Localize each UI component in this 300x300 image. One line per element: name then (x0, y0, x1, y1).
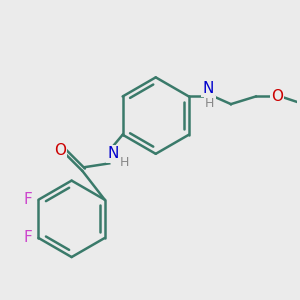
Text: O: O (54, 143, 66, 158)
Text: O: O (271, 89, 283, 104)
Text: H: H (120, 156, 129, 169)
Text: F: F (23, 192, 32, 207)
Text: N: N (202, 81, 214, 96)
Text: H: H (205, 97, 214, 110)
Text: F: F (23, 230, 32, 245)
Text: N: N (107, 146, 119, 161)
